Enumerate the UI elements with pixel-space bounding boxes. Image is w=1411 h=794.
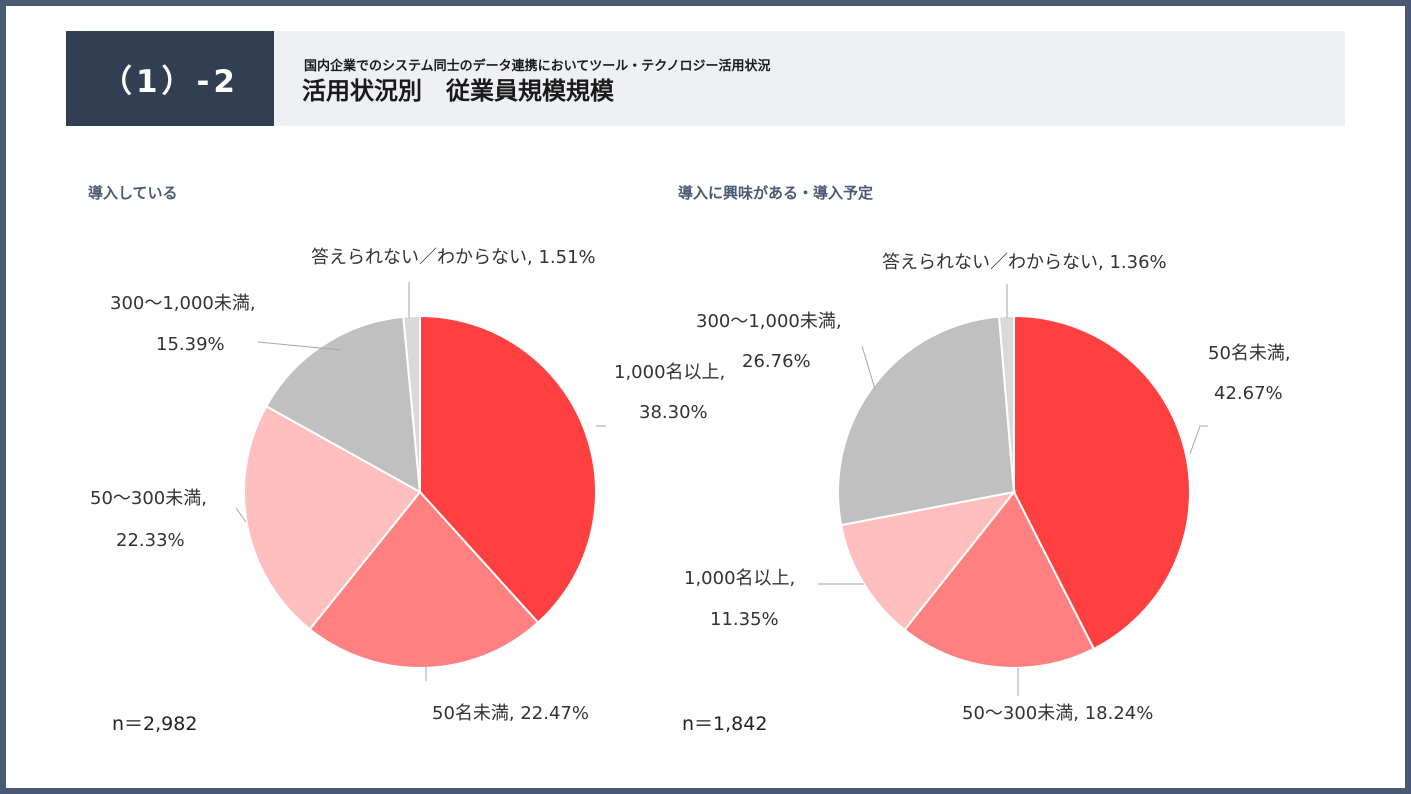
chart-2-leader-line-1: [1189, 425, 1208, 455]
chart-2-slice-value-1: 42.67%: [1214, 383, 1283, 404]
chart-1-slice-label-2: 50名未満, 22.47%: [432, 703, 589, 724]
chart-1-slice-value-1: 38.30%: [639, 402, 708, 423]
section-number: （1）-2: [66, 31, 274, 126]
chart-2-slice-2: [903, 490, 1096, 669]
slide: （1）-2 国内企業でのシステム同士のデータ連携においてツール・テクノロジー活用…: [6, 6, 1405, 788]
chart-2-title: 導入に興味がある・導入予定: [678, 184, 874, 202]
chart-1-slice-label-1: 1,000名以上,: [614, 362, 725, 383]
chart-1-leader-line-3: [235, 507, 247, 523]
chart-1-slice-1: [419, 314, 597, 624]
chart-1-slice-5: [402, 314, 421, 493]
chart-2-slice-value-4: 26.76%: [742, 351, 811, 372]
chart-2-slice-4: [837, 315, 1016, 527]
chart-1-slice-label-5: 答えられない／わからない, 1.51%: [311, 247, 596, 268]
chart-2-slice-label-2: 50〜300未満, 18.24%: [962, 703, 1153, 724]
header-band: 国内企業でのシステム同士のデータ連携においてツール・テクノロジー活用状況 活用状…: [274, 31, 1345, 126]
chart-1-slice-value-4: 15.39%: [156, 334, 225, 355]
chart-1-slice-value-3: 22.33%: [116, 530, 185, 551]
chart-2-slice-3: [839, 490, 1017, 632]
chart-1-sample-size: n＝2,982: [112, 713, 198, 735]
chart-2-slice-label-3: 1,000名以上,: [684, 568, 795, 589]
chart-1-slice-2: [308, 490, 540, 669]
header-title: 活用状況別 従業員規模規模: [302, 77, 614, 105]
chart-2-slice-1: [1013, 314, 1191, 651]
chart-2-slice-label-4: 300〜1,000未満,: [696, 311, 842, 332]
chart-1-slice-label-4: 300〜1,000未満,: [110, 293, 256, 314]
chart-1-slice-label-3: 50〜300未満,: [90, 488, 207, 509]
chart-1-leader-line-4: [257, 341, 342, 351]
header-subtitle: 国内企業でのシステム同士のデータ連携においてツール・テクノロジー活用状況: [304, 59, 771, 74]
chart-1-slice-4: [264, 315, 422, 494]
chart-2-sample-size: n＝1,842: [682, 713, 768, 735]
chart-2-slice-label-5: 答えられない／わからない, 1.36%: [882, 252, 1167, 273]
chart-2-leader-line-4: [861, 345, 876, 390]
chart-2-slice-label-1: 50名未満,: [1208, 343, 1291, 364]
pie-charts: 1,000名以上, 38.30% 50名未満, 22.47% 50〜300未満, 22.…: [90, 247, 1291, 724]
chart-1-slice-3: [243, 404, 422, 631]
chart-1-title: 導入している: [88, 184, 178, 202]
chart-2-slice-value-3: 11.35%: [710, 609, 779, 630]
